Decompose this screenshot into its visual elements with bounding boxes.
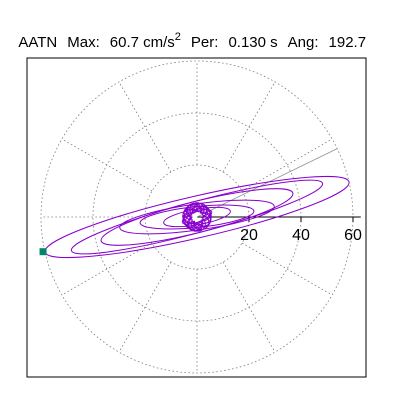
radial-axis [196,148,361,222]
orbit-series [44,175,350,259]
angle-value: 192.7 [328,34,367,51]
grid-spoke [118,261,172,353]
peak-marker [39,248,47,256]
direction-line [196,148,338,218]
orbit-ellipse [100,188,294,246]
radial-tick-label: 20 [240,227,258,244]
tick-labels: 20 40 60 [240,227,362,244]
grid-spoke [241,138,333,192]
station-code: AATN [18,34,58,51]
radial-tick-label: 40 [292,227,310,244]
radial-tick-label: 60 [344,227,362,244]
marker-layer [39,248,47,256]
grid-spoke [118,81,172,173]
period-label: Per: [190,34,219,51]
period-value: 0.130 s [228,34,278,51]
chart-header: AATN Max: 60.7 cm/s2 Per: 0.130 s Ang: 192.7 [10,14,366,51]
grid-spoke [61,138,153,192]
grid-spoke [61,242,153,296]
orbit-core [182,202,212,232]
grid-spoke [222,81,276,173]
plot-frame [26,57,367,378]
max-label: Max: [67,34,100,51]
angle-label: Ang: [287,34,319,51]
orbit-ellipse [139,204,255,230]
max-value: 60.7 cm/s [109,34,175,51]
grid-spoke [222,261,276,353]
max-unit-exponent: 2 [174,31,181,43]
grid-spoke [241,242,333,296]
